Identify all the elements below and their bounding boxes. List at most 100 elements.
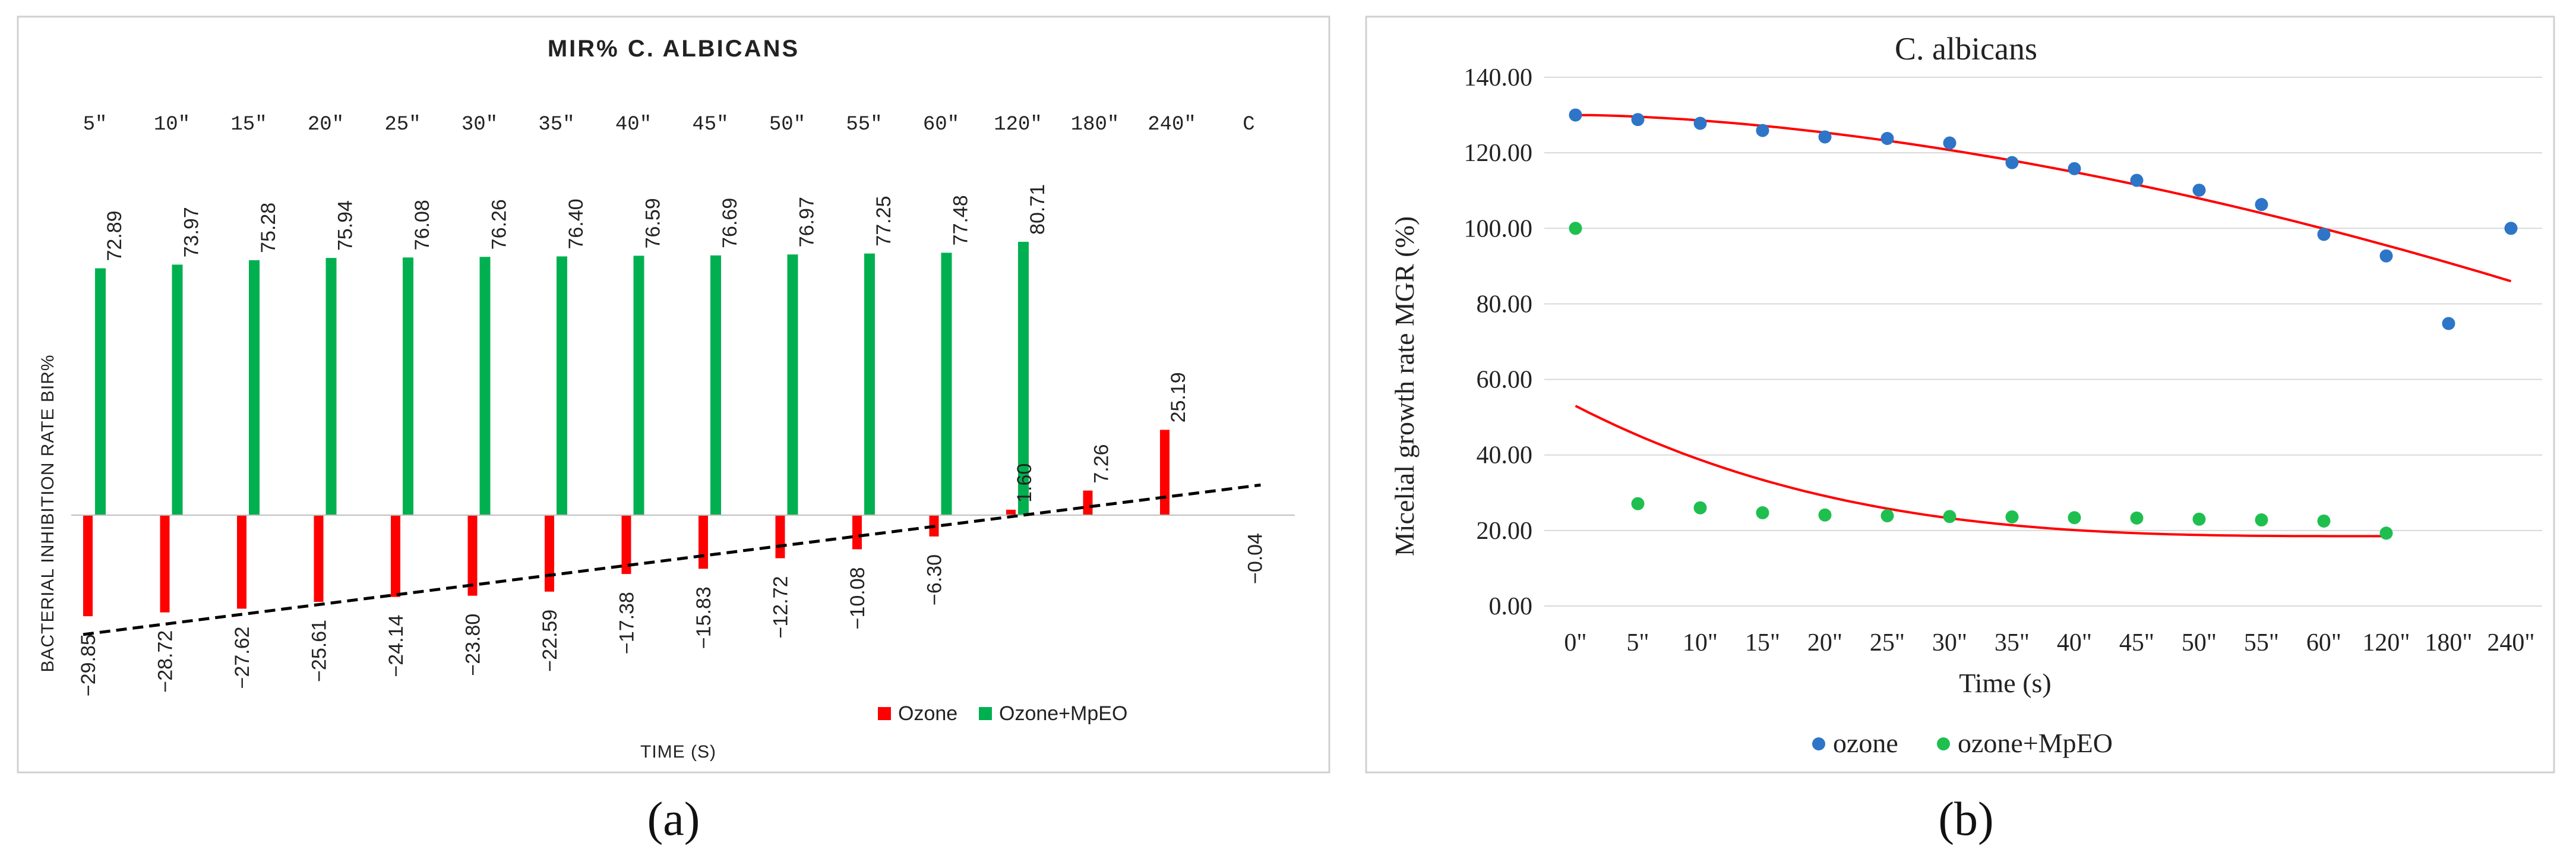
xtick-label: 60"	[2306, 629, 2341, 657]
bar-ozone	[698, 515, 708, 569]
point-ozone	[2442, 317, 2455, 330]
point-ozone-mpeo	[2130, 511, 2144, 525]
value-label-ozone: 25.19	[1167, 372, 1190, 422]
trendline-ozone	[1575, 113, 2512, 283]
category-label: 45"	[692, 113, 728, 136]
category-label: 25"	[384, 113, 421, 136]
bar-ozone	[467, 515, 478, 596]
chart-b-ytick-labels: 0.00 20.00 40.00 60.00 80.00 100.00 120.00 140.…	[1464, 64, 1533, 620]
bar-ozone-mpeo	[172, 264, 183, 515]
xtick-label: 10"	[1683, 629, 1718, 657]
value-label-ozone-mpeo: 72.89	[103, 210, 126, 261]
value-label-ozone: −23.80	[462, 614, 485, 676]
point-ozone	[2130, 173, 2144, 187]
panel-label-a: (a)	[647, 793, 700, 845]
value-label-ozone-mpeo: 77.48	[950, 195, 972, 245]
bar-ozone	[545, 515, 554, 592]
bar-ozone-mpeo	[1018, 241, 1029, 515]
panel-label-b: (b)	[1938, 793, 1993, 845]
point-ozone-mpeo	[2192, 512, 2206, 526]
bar-ozone	[237, 515, 246, 609]
chart-a-ylabel: BACTERIAL INHIBITION RATE BIR%	[38, 354, 58, 672]
value-label-ozone-mpeo: 76.97	[796, 197, 818, 247]
point-ozone-mpeo	[2255, 513, 2268, 527]
chart-b-points	[1569, 108, 2518, 540]
xtick-label: 15"	[1745, 629, 1780, 657]
legend-swatch-ozone	[878, 707, 891, 720]
legend-label-ozone: Ozone	[898, 702, 957, 725]
point-ozone	[1756, 124, 1769, 137]
trendline-ozone-mpeo	[1575, 405, 2387, 538]
bar-ozone-mpeo	[710, 255, 721, 515]
xtick-label: 40"	[2057, 629, 2092, 657]
point-ozone-mpeo	[2317, 514, 2331, 528]
chart-b-trendlines	[1575, 113, 2512, 538]
bar-ozone-mpeo	[403, 257, 413, 515]
value-label-ozone: −27.62	[231, 626, 254, 689]
bar-ozone	[1160, 430, 1170, 515]
legend-label-ozone-mpeo-b: ozone+MpEO	[1958, 728, 2113, 758]
point-ozone	[2379, 249, 2393, 263]
bar-ozone-mpeo	[787, 254, 798, 515]
bar-ozone-mpeo	[633, 255, 644, 515]
value-label-ozone: −17.38	[616, 592, 639, 654]
point-ozone	[1693, 116, 1707, 130]
category-label: 50"	[769, 113, 805, 136]
category-label: 40"	[615, 113, 652, 136]
xtick-label: 45"	[2119, 629, 2154, 657]
ytick-label: 20.00	[1477, 518, 1533, 545]
xtick-label: 30"	[1932, 629, 1967, 657]
xtick-label: 120"	[2362, 629, 2410, 657]
point-ozone	[2068, 162, 2081, 175]
point-ozone	[2504, 222, 2518, 235]
bar-ozone	[852, 515, 862, 550]
value-label-ozone: −15.83	[693, 586, 715, 649]
value-label-ozone-mpeo: 76.26	[488, 199, 511, 250]
legend-swatch-ozone-mpeo	[979, 707, 992, 720]
point-ozone	[2192, 184, 2206, 197]
bar-ozone-mpeo	[325, 258, 337, 515]
category-label: 55"	[846, 113, 882, 136]
chart-b-frame	[1365, 15, 2555, 774]
bar-ozone	[1083, 490, 1093, 515]
value-label-ozone: −10.08	[846, 567, 869, 629]
point-ozone-mpeo	[2068, 511, 2081, 525]
bar-ozone-mpeo	[557, 256, 567, 515]
category-label: 30"	[462, 113, 498, 136]
point-ozone-mpeo	[1631, 497, 1645, 510]
point-ozone	[2005, 156, 2019, 169]
xtick-label: 25"	[1870, 629, 1905, 657]
bar-ozone	[1006, 509, 1016, 515]
legend-label-ozone-mpeo: Ozone+MpEO	[999, 702, 1127, 725]
value-label-ozone: −6.30	[924, 554, 946, 605]
value-label-ozone-mpeo: 77.25	[873, 196, 895, 247]
ytick-label: 100.00	[1464, 215, 1533, 242]
xtick-label: 20"	[1807, 629, 1842, 657]
bar-ozone-mpeo	[864, 253, 875, 515]
category-label: 120"	[994, 113, 1042, 136]
point-ozone-mpeo	[2005, 510, 2019, 523]
category-label: 20"	[308, 113, 344, 136]
point-ozone	[2255, 198, 2268, 212]
point-ozone	[1818, 130, 1832, 144]
point-ozone-mpeo	[1569, 222, 1582, 235]
chart-a-category-labels: 5" 10" 15" 20" 25" 30" 35" 40" 45" 50" 55" 60" 120" 1…	[83, 113, 1255, 136]
value-label-ozone: −0.04	[1244, 533, 1267, 584]
point-ozone-mpeo	[1756, 506, 1769, 519]
chart-a-value-labels: −29.85 72.89 −28.72 73.97 −27.62 75.28 −25.61 7…	[77, 184, 1267, 696]
xtick-label: 5"	[1626, 629, 1649, 657]
chart-b-xtick-labels: 0" 5" 10" 15" 20" 25" 30" 35" 40" 45" 50" 55" 60" 120…	[1564, 629, 2534, 657]
point-ozone-mpeo	[2379, 526, 2393, 540]
category-label: 60"	[923, 113, 959, 136]
bar-ozone	[775, 515, 785, 559]
value-label-ozone-mpeo: 76.69	[719, 198, 741, 248]
value-label-ozone: −12.72	[770, 576, 792, 639]
legend-label-ozone-b: ozone	[1833, 728, 1898, 758]
xtick-label: 55"	[2244, 629, 2279, 657]
bar-ozone-mpeo	[95, 268, 106, 515]
point-ozone-mpeo	[1880, 509, 1894, 523]
chart-a-title: MIR% C. ALBICANS	[548, 36, 799, 62]
chart-b-title: C. albicans	[1895, 31, 2037, 67]
chart-b-xlabel: Time (s)	[1959, 668, 2052, 698]
bar-ozone	[83, 515, 93, 617]
